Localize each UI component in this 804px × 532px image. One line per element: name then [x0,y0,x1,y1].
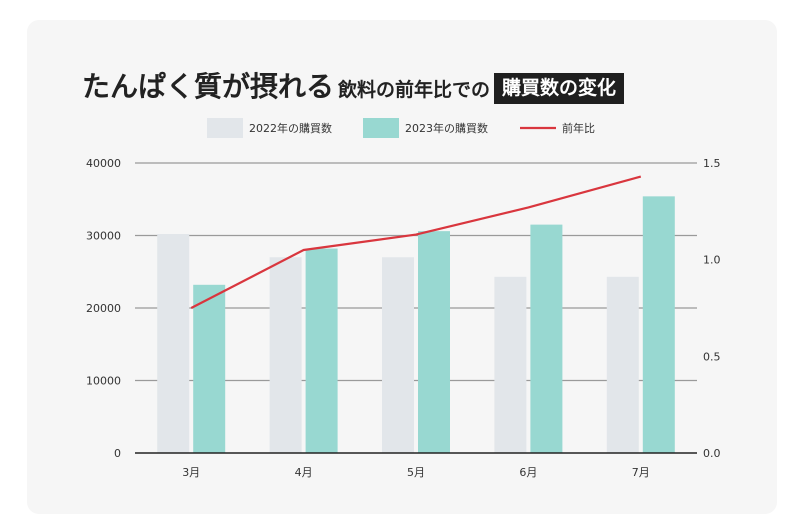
x-tick-label: 4月 [295,466,313,479]
x-tick-label: 3月 [182,466,200,479]
title-highlight: 購買数の変化 [494,73,625,104]
x-tick-label: 6月 [519,466,537,479]
ratio-line-path [190,175,642,309]
bars [157,196,675,453]
legend-2023-label: 2023年の購買数 [405,121,488,135]
x-axis: 3月 4月 5月 6月 7月 [135,452,697,479]
left-axis: 0 10000 20000 30000 40000 [86,157,121,460]
legend-2022-label: 2022年の購買数 [249,121,332,135]
bar-2023 [642,196,675,453]
right-tick-label: 1.0 [703,254,721,267]
left-tick-label: 20000 [86,302,121,315]
bar-2022 [157,234,190,453]
left-tick-label: 0 [114,447,121,460]
bar-2022 [269,257,302,453]
title-main: たんぱく質が摂れる [82,70,335,103]
legend-2023-swatch [363,118,399,138]
bar-2022 [382,257,414,453]
right-axis: 0.0 0.5 1.0 1.5 [703,157,721,460]
x-tick-label: 7月 [632,466,650,479]
bar-2023 [418,231,450,453]
legend-ratio-label: 前年比 [562,121,595,135]
title-sub: 飲料の前年比での [338,79,491,101]
right-tick-label: 0.5 [703,350,721,363]
bar-2023 [305,248,338,453]
right-tick-label: 1.5 [703,157,721,170]
left-tick-label: 40000 [86,157,121,170]
bar-2022 [494,276,527,453]
left-tick-label: 10000 [86,375,121,388]
bar-2023 [193,284,226,453]
legend-2022-swatch [207,118,243,138]
left-tick-label: 30000 [86,230,121,243]
chart-title: たんぱく質が摂れる 飲料の前年比での 購買数の変化 [82,68,625,104]
right-tick-label: 0.0 [703,447,721,460]
bar-2022 [606,276,639,453]
ratio-line [190,175,642,309]
bar-2023 [530,224,563,453]
legend: 2022年の購買数 2023年の購買数 前年比 [207,118,595,138]
x-tick-label: 5月 [407,466,425,479]
